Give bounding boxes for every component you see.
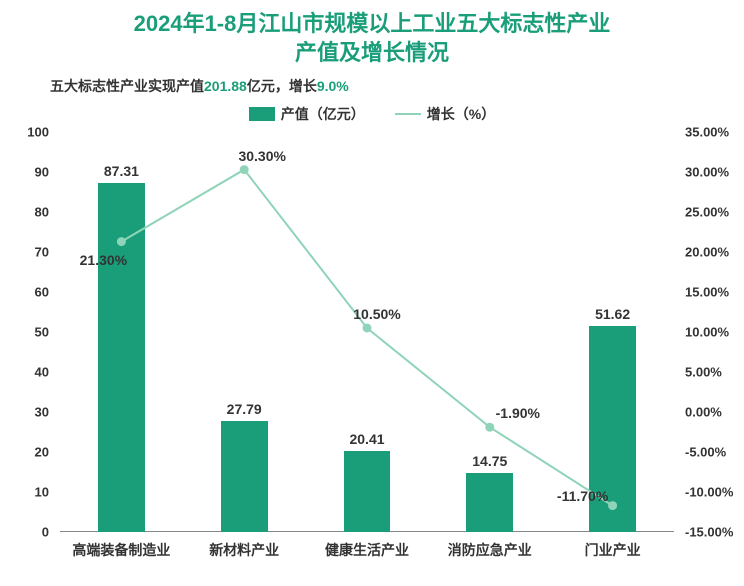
legend: 产值（亿元） 增长（%）: [0, 104, 744, 124]
plot-area: 87.3127.7920.4114.7551.6221.30%30.30%10.…: [60, 132, 674, 532]
y-left-tick: 10: [0, 485, 55, 500]
y-right-tick: 25.00%: [679, 205, 744, 220]
y-left-tick: 80: [0, 205, 55, 220]
line-value-label: -11.70%: [557, 488, 608, 504]
line-value-label: -1.90%: [496, 405, 540, 421]
chart-subtitle: 五大标志性产业实现产值201.88亿元，增长9.0%: [0, 72, 744, 100]
legend-bar-label: 产值（亿元）: [281, 104, 365, 124]
chart-area: 0102030405060708090100 -15.00%-10.00%-5.…: [0, 132, 744, 562]
x-category: 新材料产业: [183, 534, 306, 562]
x-category: 消防应急产业: [428, 534, 551, 562]
legend-bar: 产值（亿元）: [249, 104, 365, 124]
y-right-tick: 20.00%: [679, 245, 744, 260]
chart-title: 2024年1-8月江山市规模以上工业五大标志性产业 产值及增长情况: [0, 0, 744, 72]
y-right-tick: 5.00%: [679, 365, 744, 380]
line-value-label: 30.30%: [238, 148, 285, 164]
y-right-tick: 10.00%: [679, 325, 744, 340]
line-value-label: 10.50%: [353, 306, 400, 322]
growth-line: [60, 132, 674, 532]
y-right-tick: 0.00%: [679, 405, 744, 420]
y-right-tick: -5.00%: [679, 445, 744, 460]
y-left-tick: 90: [0, 165, 55, 180]
y-left-tick: 100: [0, 125, 55, 140]
y-left-tick: 70: [0, 245, 55, 260]
legend-line: 增长（%）: [395, 104, 495, 124]
y-left-tick: 30: [0, 405, 55, 420]
y-axis-right: -15.00% -10.00% -5.00% 0.00% 5.00% 10.00% 15.0…: [679, 132, 744, 562]
x-category: 门业产业: [551, 534, 674, 562]
y-left-tick: 60: [0, 285, 55, 300]
y-left-tick: 0: [0, 525, 55, 540]
y-right-tick: 30.00%: [679, 165, 744, 180]
x-axis: 高端装备制造业新材料产业健康生活产业消防应急产业门业产业: [60, 534, 674, 562]
legend-line-swatch: [395, 113, 421, 115]
y-right-tick: -10.00%: [679, 485, 744, 500]
y-right-tick: 35.00%: [679, 125, 744, 140]
x-category: 健康生活产业: [306, 534, 429, 562]
y-left-tick: 40: [0, 365, 55, 380]
legend-bar-swatch: [249, 107, 275, 121]
y-axis-left: 0102030405060708090100: [0, 132, 55, 562]
y-right-tick: 15.00%: [679, 285, 744, 300]
line-value-label: 21.30%: [80, 252, 127, 268]
legend-line-label: 增长（%）: [427, 104, 495, 124]
y-left-tick: 20: [0, 445, 55, 460]
y-right-tick: -15.00%: [679, 525, 744, 540]
x-category: 高端装备制造业: [60, 534, 183, 562]
y-left-tick: 50: [0, 325, 55, 340]
